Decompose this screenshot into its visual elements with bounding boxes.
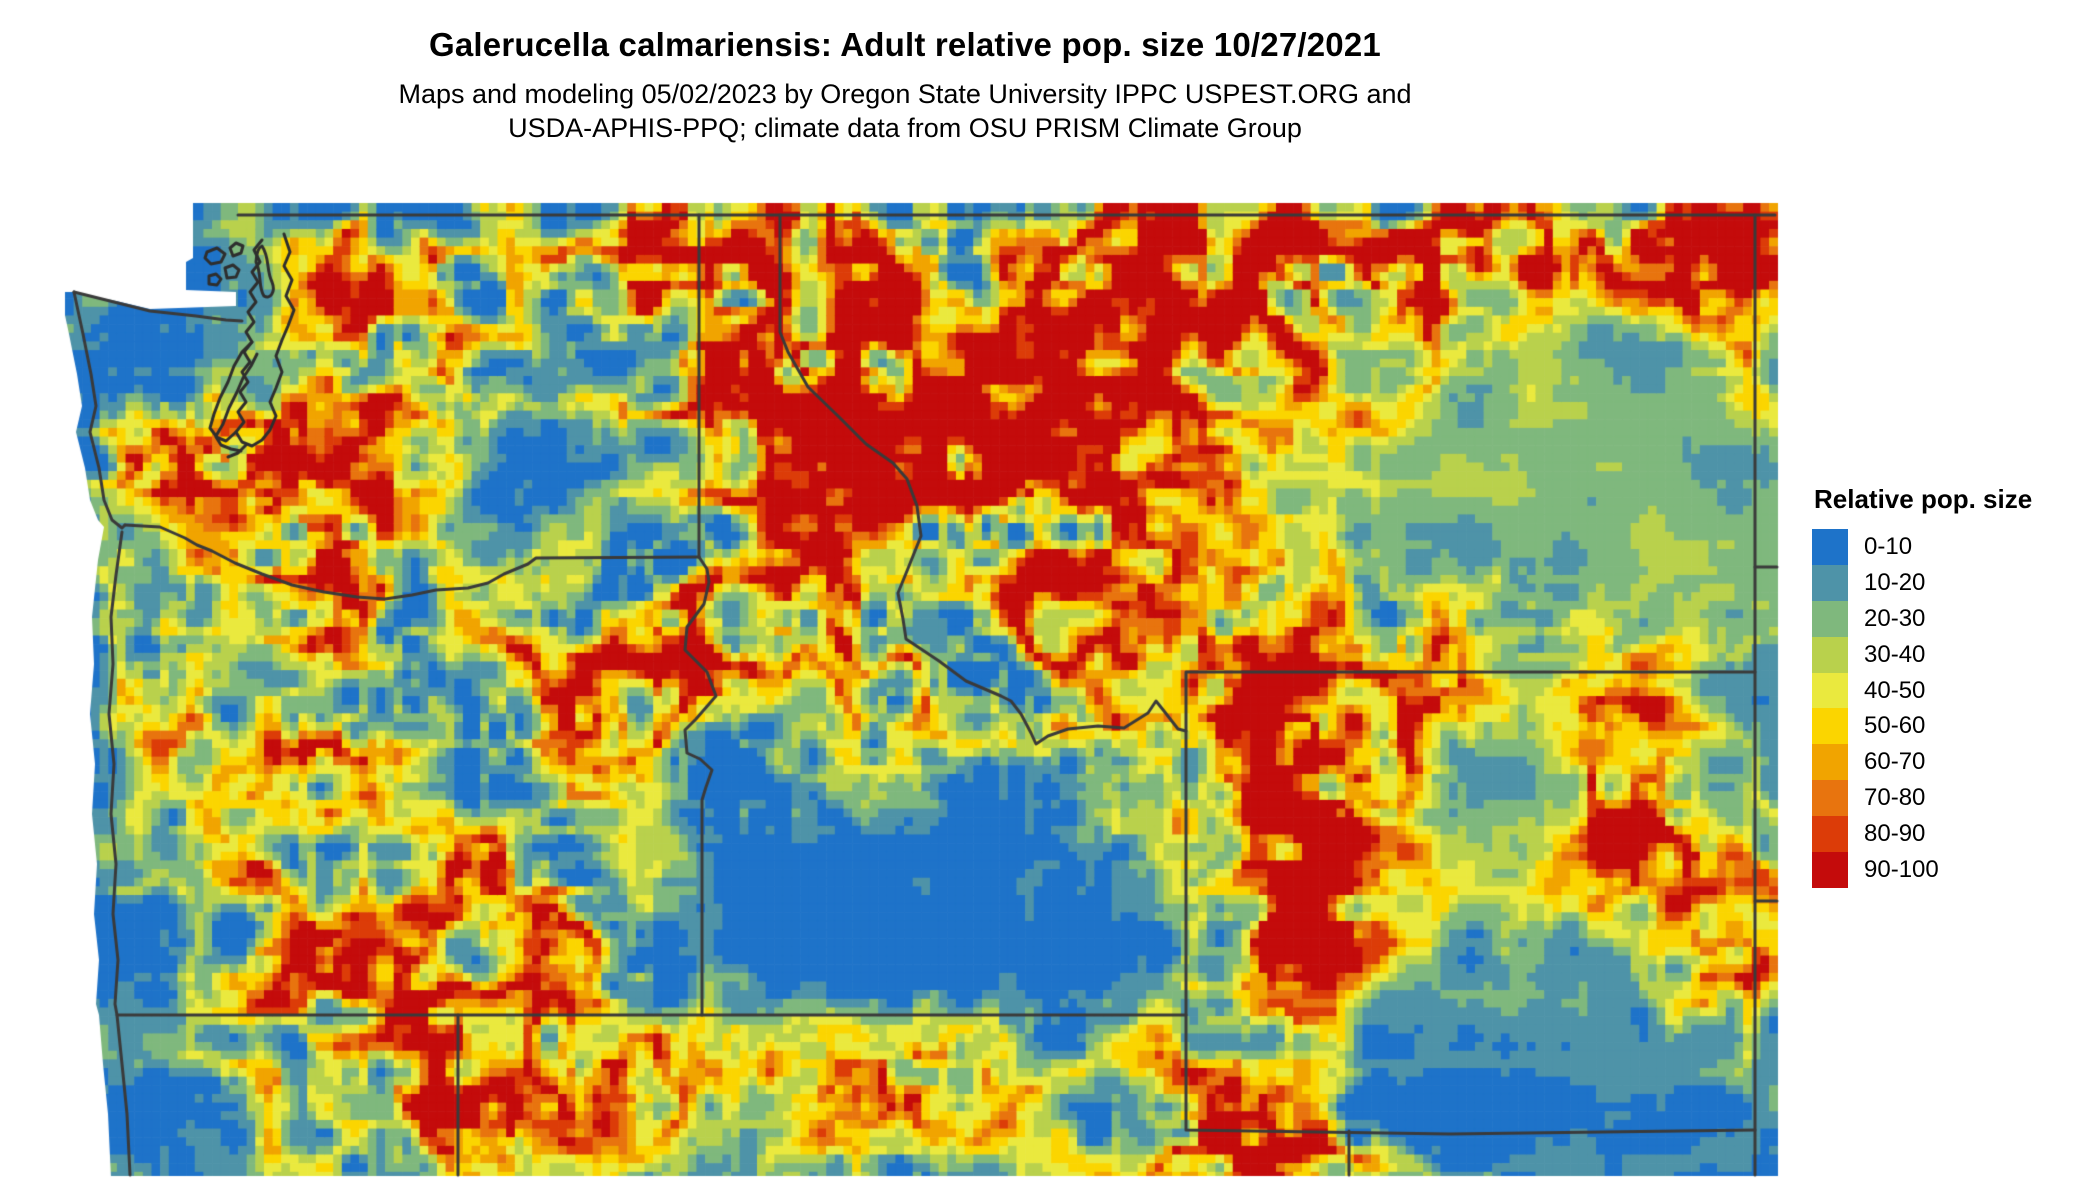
legend-swatch <box>1812 816 1848 853</box>
legend-label: 70-80 <box>1864 784 1926 812</box>
legend-item: 70-80 <box>1812 780 2032 817</box>
legend-label: 30-40 <box>1864 640 1926 668</box>
legend-title: Relative pop. size <box>1814 484 2033 514</box>
legend-item: 40-50 <box>1812 672 2032 709</box>
legend-label: 20-30 <box>1864 604 1926 632</box>
legend-swatch <box>1812 708 1848 745</box>
header: Galerucella calmariensis: Adult relative… <box>0 0 1810 145</box>
legend-label: 60-70 <box>1864 748 1926 776</box>
legend-item: 10-20 <box>1812 564 2032 601</box>
legend-swatch <box>1812 600 1848 637</box>
legend-label: 40-50 <box>1864 676 1926 704</box>
legend-swatch <box>1812 780 1848 817</box>
legend-item: 80-90 <box>1812 816 2032 853</box>
legend-item: 50-60 <box>1812 708 2032 745</box>
legend-label: 10-20 <box>1864 568 1926 596</box>
legend-swatch <box>1812 852 1848 888</box>
legend: Relative pop. size 0-10 10-20 20-30 30-40 40… <box>1812 484 2032 888</box>
legend-item: 60-70 <box>1812 744 2032 781</box>
map-title: Galerucella calmariensis: Adult relative… <box>429 26 1381 63</box>
legend-item: 0-10 <box>1812 529 2032 565</box>
legend-swatch <box>1812 636 1848 673</box>
legend-item: 30-40 <box>1812 636 2032 673</box>
map-subtitle: Maps and modeling 05/02/2023 by Oregon S… <box>0 77 1810 145</box>
legend-label: 50-60 <box>1864 712 1926 740</box>
subtitle-line2: USDA-APHIS-PPQ; climate data from OSU PR… <box>508 113 1302 143</box>
legend-label: 80-90 <box>1864 820 1926 848</box>
legend-item: 90-100 <box>1812 852 2032 888</box>
legend-label: 90-100 <box>1864 855 1939 883</box>
subtitle-line1: Maps and modeling 05/02/2023 by Oregon S… <box>398 79 1412 109</box>
legend-swatch <box>1812 564 1848 601</box>
legend-swatch <box>1812 744 1848 781</box>
legend-swatch <box>1812 529 1848 565</box>
legend-rows: 0-10 10-20 20-30 30-40 40-50 50-60 60-70 70-80 8… <box>1812 529 2032 888</box>
legend-swatch <box>1812 672 1848 709</box>
legend-label: 0-10 <box>1864 532 1913 560</box>
legend-item: 20-30 <box>1812 600 2032 637</box>
